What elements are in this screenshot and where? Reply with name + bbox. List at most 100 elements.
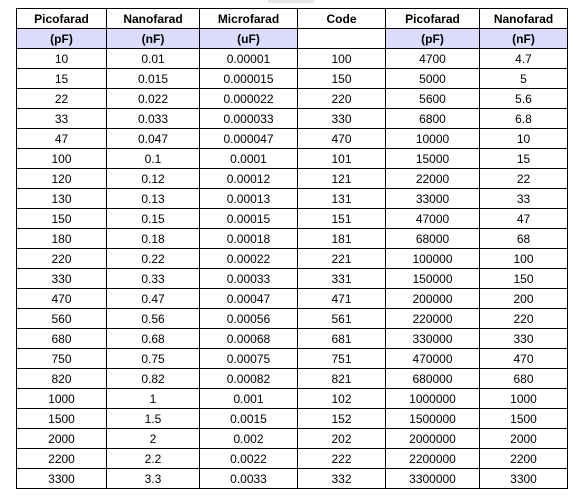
cell-code: 101 bbox=[297, 148, 386, 169]
cell-nanofarad-2: 10 bbox=[479, 128, 568, 149]
cell-nanofarad: 0.12 bbox=[106, 168, 200, 189]
table-row: 2000 2 0.002 202 2000000 2000 bbox=[16, 428, 568, 449]
cell-nanofarad-2: 150 bbox=[479, 268, 568, 289]
table-row: 180 0.18 0.00018 181 68000 68 bbox=[16, 228, 568, 249]
cell-nanofarad: 0.47 bbox=[106, 288, 200, 309]
header-picofarad: Picofarad bbox=[16, 8, 107, 29]
cell-nanofarad: 0.82 bbox=[106, 368, 200, 389]
cell-picofarad-2: 5000 bbox=[385, 68, 480, 89]
table-row: 470 0.47 0.00047 471 200000 200 bbox=[16, 288, 568, 309]
cell-picofarad-2: 6800 bbox=[385, 108, 480, 129]
table-body: 10 0.01 0.00001 100 4700 4.7 15 0.015 0.000015 15… bbox=[16, 48, 568, 489]
table-row: 220 0.22 0.00022 221 100000 100 bbox=[16, 248, 568, 269]
cell-microfarad: 0.00075 bbox=[199, 348, 298, 369]
cell-nanofarad: 0.15 bbox=[106, 208, 200, 229]
cell-picofarad: 680 bbox=[16, 328, 107, 349]
cell-picofarad: 470 bbox=[16, 288, 107, 309]
table-row: 47 0.047 0.000047 470 10000 10 bbox=[16, 128, 568, 149]
cell-code: 681 bbox=[297, 328, 386, 349]
cell-picofarad: 1000 bbox=[16, 388, 107, 409]
cell-nanofarad-2: 33 bbox=[479, 188, 568, 209]
cell-microfarad: 0.00012 bbox=[199, 168, 298, 189]
cell-code: 102 bbox=[297, 388, 386, 409]
cell-microfarad: 0.00022 bbox=[199, 248, 298, 269]
cell-picofarad-2: 100000 bbox=[385, 248, 480, 269]
cell-picofarad: 22 bbox=[16, 88, 107, 109]
cell-picofarad-2: 220000 bbox=[385, 308, 480, 329]
cell-microfarad: 0.00033 bbox=[199, 268, 298, 289]
cell-nanofarad: 3.3 bbox=[106, 468, 200, 489]
cell-picofarad-2: 1500000 bbox=[385, 408, 480, 429]
cell-code: 332 bbox=[297, 468, 386, 489]
table-row: 820 0.82 0.00082 821 680000 680 bbox=[16, 368, 568, 389]
cell-code: 821 bbox=[297, 368, 386, 389]
header-nanofarad: Nanofarad bbox=[106, 8, 200, 29]
table-row: 130 0.13 0.00013 131 33000 33 bbox=[16, 188, 568, 209]
cell-nanofarad-2: 220 bbox=[479, 308, 568, 329]
cell-microfarad: 0.002 bbox=[199, 428, 298, 449]
table-row: 2200 2.2 0.0022 222 2200000 2200 bbox=[16, 448, 568, 469]
cell-nanofarad: 1.5 bbox=[106, 408, 200, 429]
cell-nanofarad: 0.13 bbox=[106, 188, 200, 209]
cell-microfarad: 0.00013 bbox=[199, 188, 298, 209]
cell-picofarad-2: 2200000 bbox=[385, 448, 480, 469]
table-row: 680 0.68 0.00068 681 330000 330 bbox=[16, 328, 568, 349]
cell-picofarad: 2200 bbox=[16, 448, 107, 469]
cell-microfarad: 0.0022 bbox=[199, 448, 298, 469]
cell-code: 151 bbox=[297, 208, 386, 229]
cell-code: 470 bbox=[297, 128, 386, 149]
cell-code: 181 bbox=[297, 228, 386, 249]
table-row: 330 0.33 0.00033 331 150000 150 bbox=[16, 268, 568, 289]
cell-code: 221 bbox=[297, 248, 386, 269]
cell-picofarad: 330 bbox=[16, 268, 107, 289]
table-row: 150 0.15 0.00015 151 47000 47 bbox=[16, 208, 568, 229]
table-row: 120 0.12 0.00012 121 22000 22 bbox=[16, 168, 568, 189]
cell-nanofarad-2: 5.6 bbox=[479, 88, 568, 109]
cell-nanofarad-2: 470 bbox=[479, 348, 568, 369]
cell-nanofarad-2: 47 bbox=[479, 208, 568, 229]
cell-picofarad: 15 bbox=[16, 68, 107, 89]
table-row: 750 0.75 0.00075 751 470000 470 bbox=[16, 348, 568, 369]
cell-code: 331 bbox=[297, 268, 386, 289]
cell-nanofarad-2: 3300 bbox=[479, 468, 568, 489]
cell-microfarad: 0.00015 bbox=[199, 208, 298, 229]
cell-nanofarad: 2.2 bbox=[106, 448, 200, 469]
cell-picofarad-2: 10000 bbox=[385, 128, 480, 149]
cell-nanofarad-2: 6.8 bbox=[479, 108, 568, 129]
table-row: 10 0.01 0.00001 100 4700 4.7 bbox=[16, 48, 568, 69]
cell-nanofarad-2: 68 bbox=[479, 228, 568, 249]
cell-picofarad: 820 bbox=[16, 368, 107, 389]
cell-picofarad: 10 bbox=[16, 48, 107, 69]
cell-picofarad: 750 bbox=[16, 348, 107, 369]
cell-picofarad: 180 bbox=[16, 228, 107, 249]
cell-picofarad-2: 2000000 bbox=[385, 428, 480, 449]
header-unit-row: (pF) (nF) (uF) (pF) (nF) bbox=[16, 28, 568, 49]
table-header: Picofarad Nanofarad Microfarad Code Pico… bbox=[16, 8, 568, 49]
header-picofarad-2: Picofarad bbox=[385, 8, 480, 29]
cell-picofarad: 560 bbox=[16, 308, 107, 329]
cell-picofarad: 130 bbox=[16, 188, 107, 209]
unit-uf: (uF) bbox=[199, 28, 298, 49]
cell-nanofarad-2: 1000 bbox=[479, 388, 568, 409]
cell-microfarad: 0.000015 bbox=[199, 68, 298, 89]
cell-microfarad: 0.00068 bbox=[199, 328, 298, 349]
cell-nanofarad: 0.015 bbox=[106, 68, 200, 89]
cell-nanofarad: 0.047 bbox=[106, 128, 200, 149]
cell-nanofarad-2: 680 bbox=[479, 368, 568, 389]
cell-picofarad-2: 330000 bbox=[385, 328, 480, 349]
cell-picofarad-2: 15000 bbox=[385, 148, 480, 169]
cell-picofarad-2: 200000 bbox=[385, 288, 480, 309]
cell-microfarad: 0.000047 bbox=[199, 128, 298, 149]
unit-pf-2: (pF) bbox=[385, 28, 480, 49]
cell-picofarad-2: 3300000 bbox=[385, 468, 480, 489]
cell-picofarad-2: 5600 bbox=[385, 88, 480, 109]
unit-pf: (pF) bbox=[16, 28, 107, 49]
cell-microfarad: 0.000022 bbox=[199, 88, 298, 109]
cell-nanofarad: 0.033 bbox=[106, 108, 200, 129]
cell-picofarad: 1500 bbox=[16, 408, 107, 429]
cell-nanofarad: 0.56 bbox=[106, 308, 200, 329]
cell-picofarad-2: 150000 bbox=[385, 268, 480, 289]
cell-nanofarad-2: 22 bbox=[479, 168, 568, 189]
cell-microfarad: 0.00056 bbox=[199, 308, 298, 329]
cell-code: 561 bbox=[297, 308, 386, 329]
